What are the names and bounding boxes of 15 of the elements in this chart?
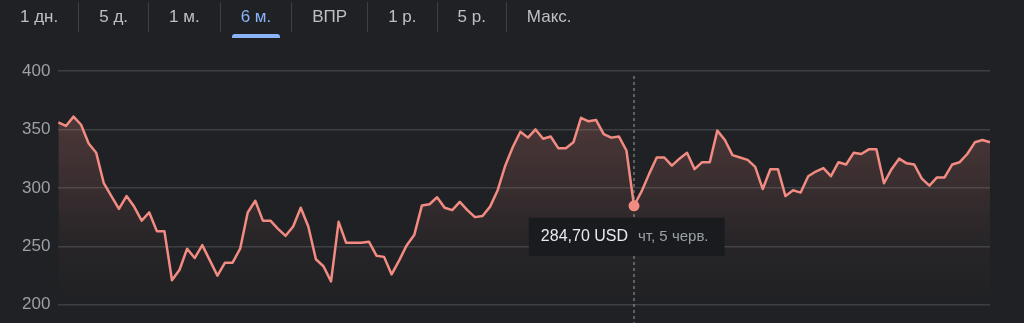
text: 1 р. <box>368 2 438 32</box>
text: 5 р. <box>437 2 507 32</box>
y-tick-label: 200 <box>21 294 51 314</box>
y-tick-label: 350 <box>21 119 51 139</box>
text: Макс. <box>506 2 592 32</box>
y-tick-label: 400 <box>21 60 51 80</box>
text: ВПР <box>292 2 369 32</box>
text: 6 м. <box>220 2 293 32</box>
text: 1 м. <box>149 2 221 32</box>
annotation: чт, 5 черв. <box>638 226 709 244</box>
text: 1 дн. <box>0 2 80 32</box>
y-tick-label: 300 <box>21 177 51 197</box>
data-label: 284,70 USD <box>540 227 629 245</box>
text: 5 д. <box>79 2 150 32</box>
y-tick-label: 250 <box>21 236 51 256</box>
